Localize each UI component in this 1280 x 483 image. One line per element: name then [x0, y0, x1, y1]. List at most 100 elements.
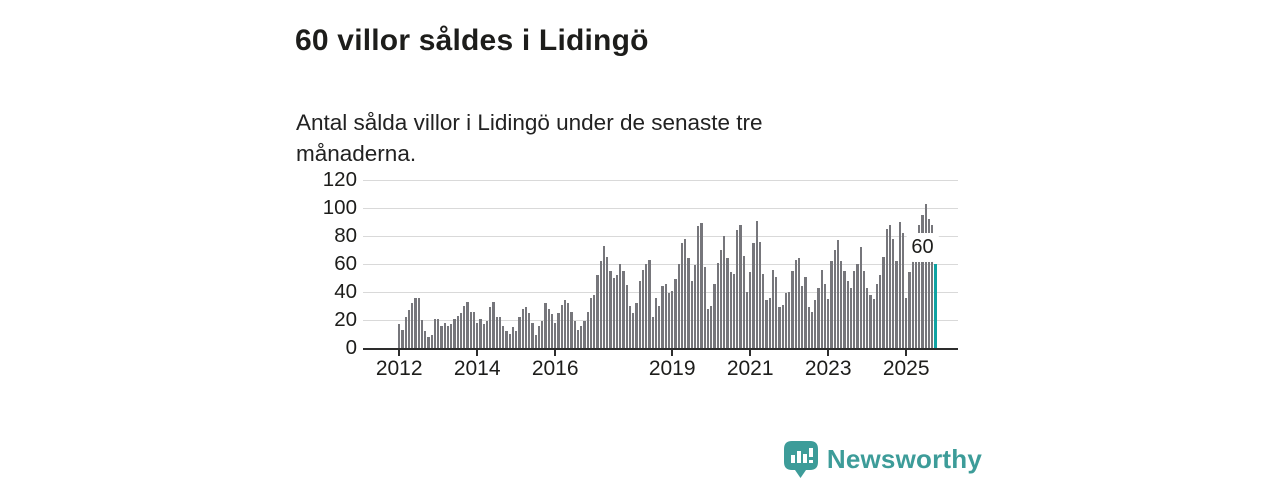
bar	[719, 250, 723, 348]
bar	[677, 264, 680, 348]
bar	[641, 269, 645, 348]
y-axis-tick-label: 120	[322, 168, 357, 191]
bar	[492, 301, 495, 348]
x-axis-tick	[398, 349, 401, 356]
bar	[648, 259, 651, 348]
bar	[697, 226, 700, 348]
bar	[628, 306, 632, 348]
bar	[885, 229, 888, 348]
bar	[472, 311, 476, 348]
bar	[716, 262, 719, 348]
bar	[690, 280, 693, 348]
bar	[502, 325, 505, 348]
bar	[599, 261, 602, 348]
bar	[840, 261, 843, 348]
bar	[749, 272, 752, 348]
y-axis-tick-label: 0	[345, 336, 357, 359]
bar	[495, 317, 498, 348]
bar	[437, 318, 440, 348]
bar	[482, 324, 485, 348]
bar	[869, 294, 872, 348]
bar	[550, 314, 554, 348]
bar	[508, 334, 511, 348]
bar	[557, 313, 560, 348]
bar	[469, 311, 472, 348]
bar	[775, 276, 778, 348]
bar	[794, 259, 797, 348]
bar	[446, 325, 450, 348]
x-axis-tick-label: 2012	[375, 357, 423, 380]
bar	[398, 324, 401, 348]
gridline	[363, 180, 958, 181]
page-title: 60 villor såldes i Lidingö	[295, 24, 649, 58]
bar	[703, 266, 706, 348]
bar	[420, 320, 424, 348]
bar	[622, 271, 625, 348]
bar	[778, 307, 781, 348]
bar	[563, 300, 567, 348]
bar	[732, 273, 736, 348]
bar	[911, 257, 914, 348]
bar	[531, 322, 534, 348]
newsworthy-logo-link[interactable]: Newsworthy	[783, 440, 982, 478]
bar	[401, 329, 404, 348]
bar	[901, 233, 905, 348]
bar	[573, 321, 576, 348]
bar	[632, 313, 635, 348]
bar	[905, 297, 908, 348]
bar	[817, 287, 820, 348]
bar	[823, 283, 827, 348]
bar	[544, 303, 547, 348]
bar	[895, 261, 898, 348]
bar	[505, 331, 508, 348]
bar	[427, 336, 430, 348]
bar	[797, 258, 801, 348]
x-axis-tick	[905, 349, 908, 356]
bar	[463, 306, 466, 348]
bar	[407, 310, 411, 348]
bar	[459, 313, 463, 348]
bar	[583, 321, 586, 348]
bar	[836, 240, 840, 348]
bar	[619, 264, 622, 348]
bar	[814, 300, 817, 348]
bar	[586, 311, 589, 348]
bar	[752, 243, 755, 348]
bar	[843, 271, 846, 348]
bar	[924, 203, 927, 348]
bar	[680, 243, 684, 348]
bar	[927, 219, 931, 348]
bar	[547, 308, 550, 348]
bar	[498, 317, 502, 348]
bar	[560, 304, 563, 348]
bar	[466, 301, 469, 348]
x-axis-tick-label: 2014	[453, 357, 501, 380]
bar	[661, 286, 664, 348]
bar	[671, 290, 674, 348]
bar	[625, 285, 628, 348]
y-axis-tick-label: 60	[334, 252, 357, 275]
bar	[810, 311, 814, 348]
bar	[830, 261, 833, 348]
bar	[612, 278, 615, 348]
x-axis-tick	[749, 349, 752, 356]
bar	[593, 294, 596, 348]
bar	[882, 257, 885, 348]
bar	[713, 283, 716, 348]
bar	[788, 292, 791, 348]
x-axis-tick-label: 2021	[726, 357, 774, 380]
bar	[807, 307, 810, 348]
bar	[804, 276, 807, 348]
bar	[879, 275, 882, 348]
bar	[635, 303, 638, 348]
y-axis-tick-label: 20	[334, 308, 357, 331]
gridline	[363, 236, 958, 237]
x-axis-tick	[476, 349, 479, 356]
bar	[739, 224, 742, 348]
bar	[450, 324, 453, 348]
bar	[833, 250, 836, 348]
bar	[417, 297, 420, 348]
x-axis-tick-label: 2016	[531, 357, 579, 380]
bar	[872, 299, 875, 348]
